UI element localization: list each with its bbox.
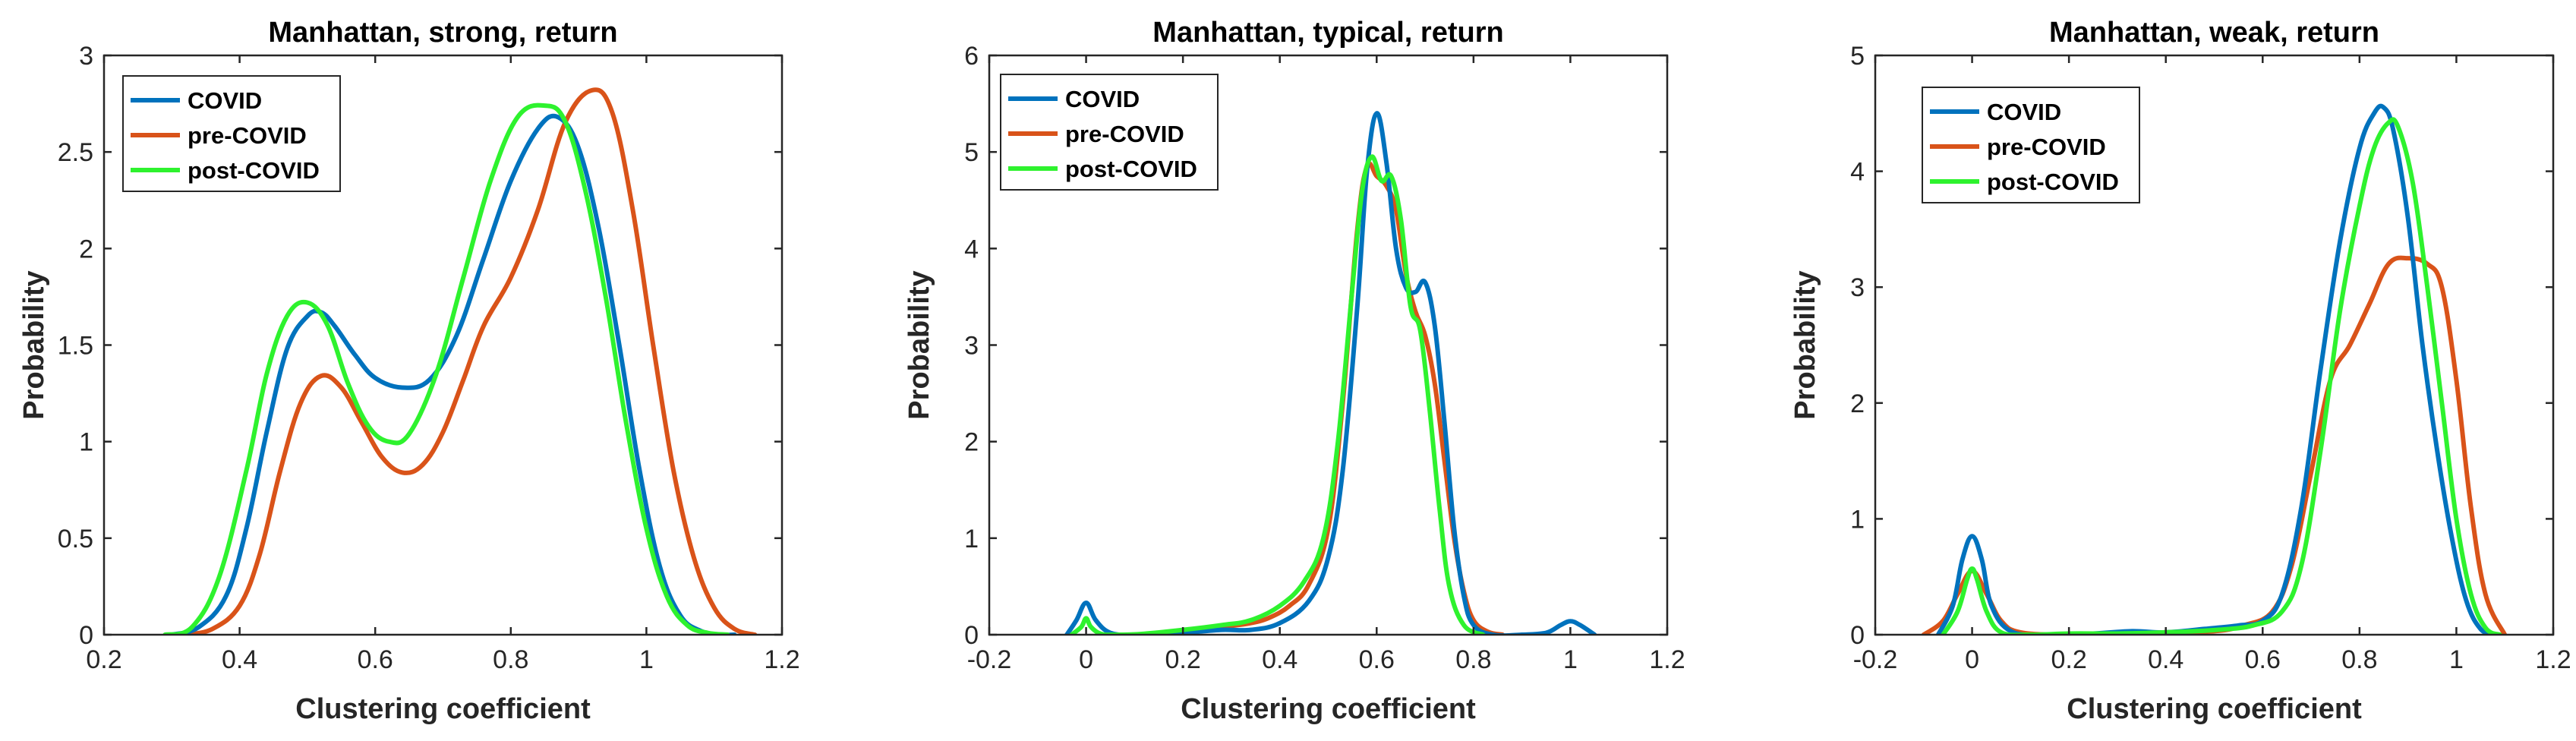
chart-title: Manhattan, weak, return <box>2049 17 2379 49</box>
x-tick-label: 1.2 <box>1649 645 1685 674</box>
x-tick-label: 1 <box>2449 645 2464 674</box>
x-tick-label: 0.6 <box>2245 645 2281 674</box>
x-axis-label: Clustering coefficient <box>295 693 591 725</box>
y-tick-label: 4 <box>1850 158 1865 187</box>
y-tick-label: 2.5 <box>58 138 93 167</box>
y-tick-label: 6 <box>964 42 979 71</box>
x-tick-label: 1 <box>639 645 654 674</box>
y-tick-label: 0 <box>964 621 979 650</box>
x-tick-label: 0.2 <box>1165 645 1201 674</box>
legend-label: post-COVID <box>1987 169 2119 195</box>
x-tick-label: 0.2 <box>2051 645 2087 674</box>
series-group <box>162 87 758 635</box>
x-tick-label: 0.8 <box>493 645 528 674</box>
legend-label: post-COVID <box>1065 156 1197 182</box>
x-tick-label: 0.4 <box>222 645 257 674</box>
y-tick-label: 4 <box>964 235 979 263</box>
x-tick-label: -0.2 <box>1853 645 1898 674</box>
y-tick-label: 2 <box>964 428 979 457</box>
axes-box <box>1874 54 2555 636</box>
y-axis-label: Probability <box>18 270 50 419</box>
chart-title: Manhattan, typical, return <box>1152 17 1503 49</box>
y-tick-label: 2 <box>1850 389 1865 418</box>
chart-panel-1: 0.2 0.4 0.6 0.8 1 1.2 0 0.5 1 1.5 2 2.5 3 Manhattan, … <box>18 17 800 725</box>
x-tick-label: 0 <box>1965 645 1979 674</box>
legend-label: pre-COVID <box>1065 121 1184 147</box>
series-group <box>1064 111 1597 635</box>
x-axis-label: Clustering coefficient <box>2067 693 2362 725</box>
y-tick-label: 1.5 <box>58 332 93 361</box>
x-tick-label: 1 <box>1563 645 1578 674</box>
legend-label: post-COVID <box>188 157 320 184</box>
series-line-covid <box>1064 111 1597 635</box>
x-tick-label: 0 <box>1079 645 1093 674</box>
x-tick-label: 0.6 <box>1359 645 1395 674</box>
y-tick-label: 3 <box>79 42 93 71</box>
y-tick-label: 0 <box>79 621 93 650</box>
series-group <box>1921 103 2508 635</box>
series-line-covid <box>169 113 737 635</box>
y-tick-label: 5 <box>1850 42 1865 71</box>
x-tick-label: 0.4 <box>2148 645 2183 674</box>
legend-label: pre-COVID <box>188 122 307 149</box>
series-line-covid <box>1935 103 2498 635</box>
y-tick-label: 3 <box>964 332 979 361</box>
chart-title: Manhattan, strong, return <box>268 17 617 49</box>
x-tick-label: 0.6 <box>358 645 393 674</box>
series-line-post-covid <box>162 102 730 635</box>
y-tick-label: 0.5 <box>58 525 93 553</box>
x-tick-label: 1.2 <box>764 645 799 674</box>
y-tick-label: 3 <box>1850 273 1865 302</box>
x-tick-label: 0.2 <box>86 645 121 674</box>
x-tick-label: 0.4 <box>1262 645 1297 674</box>
y-tick-label: 0 <box>1850 621 1865 650</box>
legend-label: pre-COVID <box>1987 134 2106 160</box>
legend: COVID pre-COVID post-COVID <box>122 75 341 192</box>
y-tick-label: 5 <box>964 138 979 167</box>
x-tick-label: -0.2 <box>967 645 1012 674</box>
x-tick-label: 1.2 <box>2535 645 2571 674</box>
legend: COVID pre-COVID post-COVID <box>1000 74 1219 191</box>
series-line-pre-covid <box>183 87 758 635</box>
x-tick-label: 0.8 <box>1455 645 1491 674</box>
y-tick-label: 1 <box>79 428 93 457</box>
y-tick-label: 1 <box>964 525 979 553</box>
legend-label: COVID <box>1065 86 1140 112</box>
y-tick-label: 2 <box>79 235 93 263</box>
legend-label: COVID <box>1987 99 2061 125</box>
series-line-post-covid <box>1941 117 2502 635</box>
y-axis-label: Probability <box>1789 270 1821 419</box>
legend: COVID pre-COVID post-COVID <box>1922 87 2140 203</box>
y-axis-label: Probability <box>903 270 935 419</box>
x-axis-label: Clustering coefficient <box>1181 693 1476 725</box>
legend-label: COVID <box>188 87 262 114</box>
x-tick-label: 0.8 <box>2341 645 2377 674</box>
series-line-post-covid <box>1069 154 1486 635</box>
y-tick-label: 1 <box>1850 505 1865 534</box>
